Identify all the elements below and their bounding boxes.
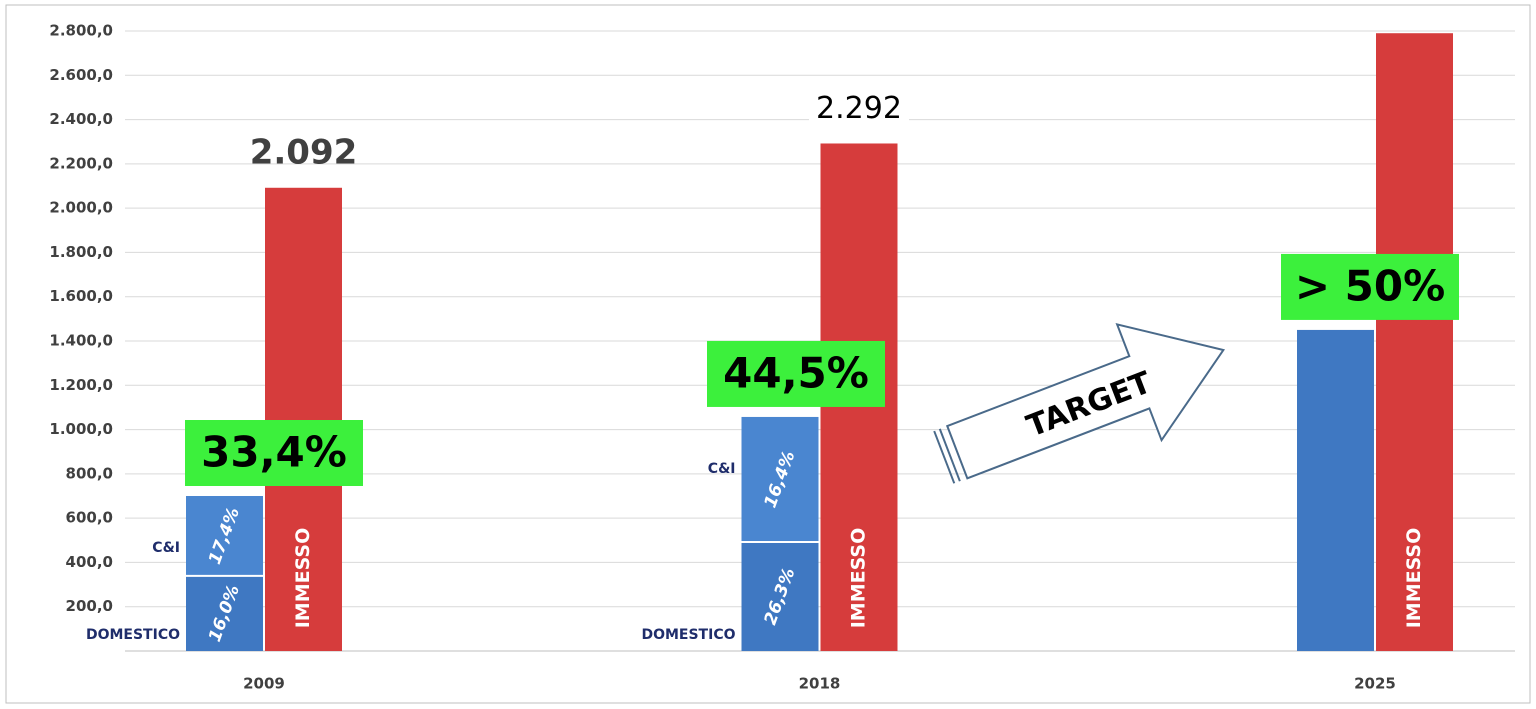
- y-tick-label: 200,0: [66, 597, 113, 615]
- y-tick-label: 1.800,0: [49, 243, 113, 261]
- series-label: C&I: [152, 540, 180, 556]
- arrow-shape: [945, 322, 1226, 480]
- y-tick-label: 2.600,0: [49, 66, 113, 84]
- y-tick-label: 600,0: [66, 509, 113, 527]
- y-tick-label: 800,0: [66, 464, 113, 482]
- series-label: IMMESSO: [292, 528, 314, 629]
- arrow-tail: [933, 430, 956, 484]
- value-label-bg: [809, 85, 909, 128]
- y-tick-label: 2.200,0: [49, 154, 113, 172]
- bar-segment: [1297, 329, 1374, 651]
- value-label: 2.292: [816, 91, 902, 126]
- arrow-tail: [938, 428, 961, 482]
- y-tick-label: 2.800,0: [49, 22, 113, 40]
- bar-segment: [186, 575, 263, 651]
- ratio-box: [185, 420, 363, 486]
- ratio-label: 44,5%: [723, 348, 869, 397]
- y-tick-label: 1.400,0: [49, 332, 113, 350]
- x-tick-label: 2018: [799, 675, 841, 693]
- series-label: IMMESSO: [848, 528, 870, 629]
- bar-segment: [741, 416, 819, 543]
- series-label: C&I: [708, 461, 736, 477]
- bar-segment: [265, 187, 342, 651]
- x-tick-label: 2009: [243, 675, 285, 693]
- y-tick-label: 400,0: [66, 553, 113, 571]
- y-tick-label: 2.000,0: [49, 199, 113, 217]
- series-label: DOMESTICO: [641, 627, 735, 643]
- bar-segment: [1376, 33, 1453, 651]
- value-label: 2.092: [250, 132, 358, 172]
- bar-segment: [741, 542, 819, 651]
- ratio-box: [1281, 253, 1459, 320]
- ratio-label: 33,4%: [201, 428, 347, 477]
- x-tick-label: 2025: [1354, 675, 1396, 693]
- series-label: IMMESSO: [1403, 528, 1425, 629]
- ratio-box: [707, 340, 885, 407]
- y-tick-label: 1.600,0: [49, 287, 113, 305]
- y-tick-label: 2.400,0: [49, 110, 113, 128]
- bar-segment: [186, 496, 263, 576]
- y-tick-label: 1.200,0: [49, 376, 113, 394]
- y-tick-label: 1.000,0: [49, 420, 113, 438]
- series-label: DOMESTICO: [86, 627, 180, 643]
- ratio-label: > 50%: [1295, 261, 1445, 310]
